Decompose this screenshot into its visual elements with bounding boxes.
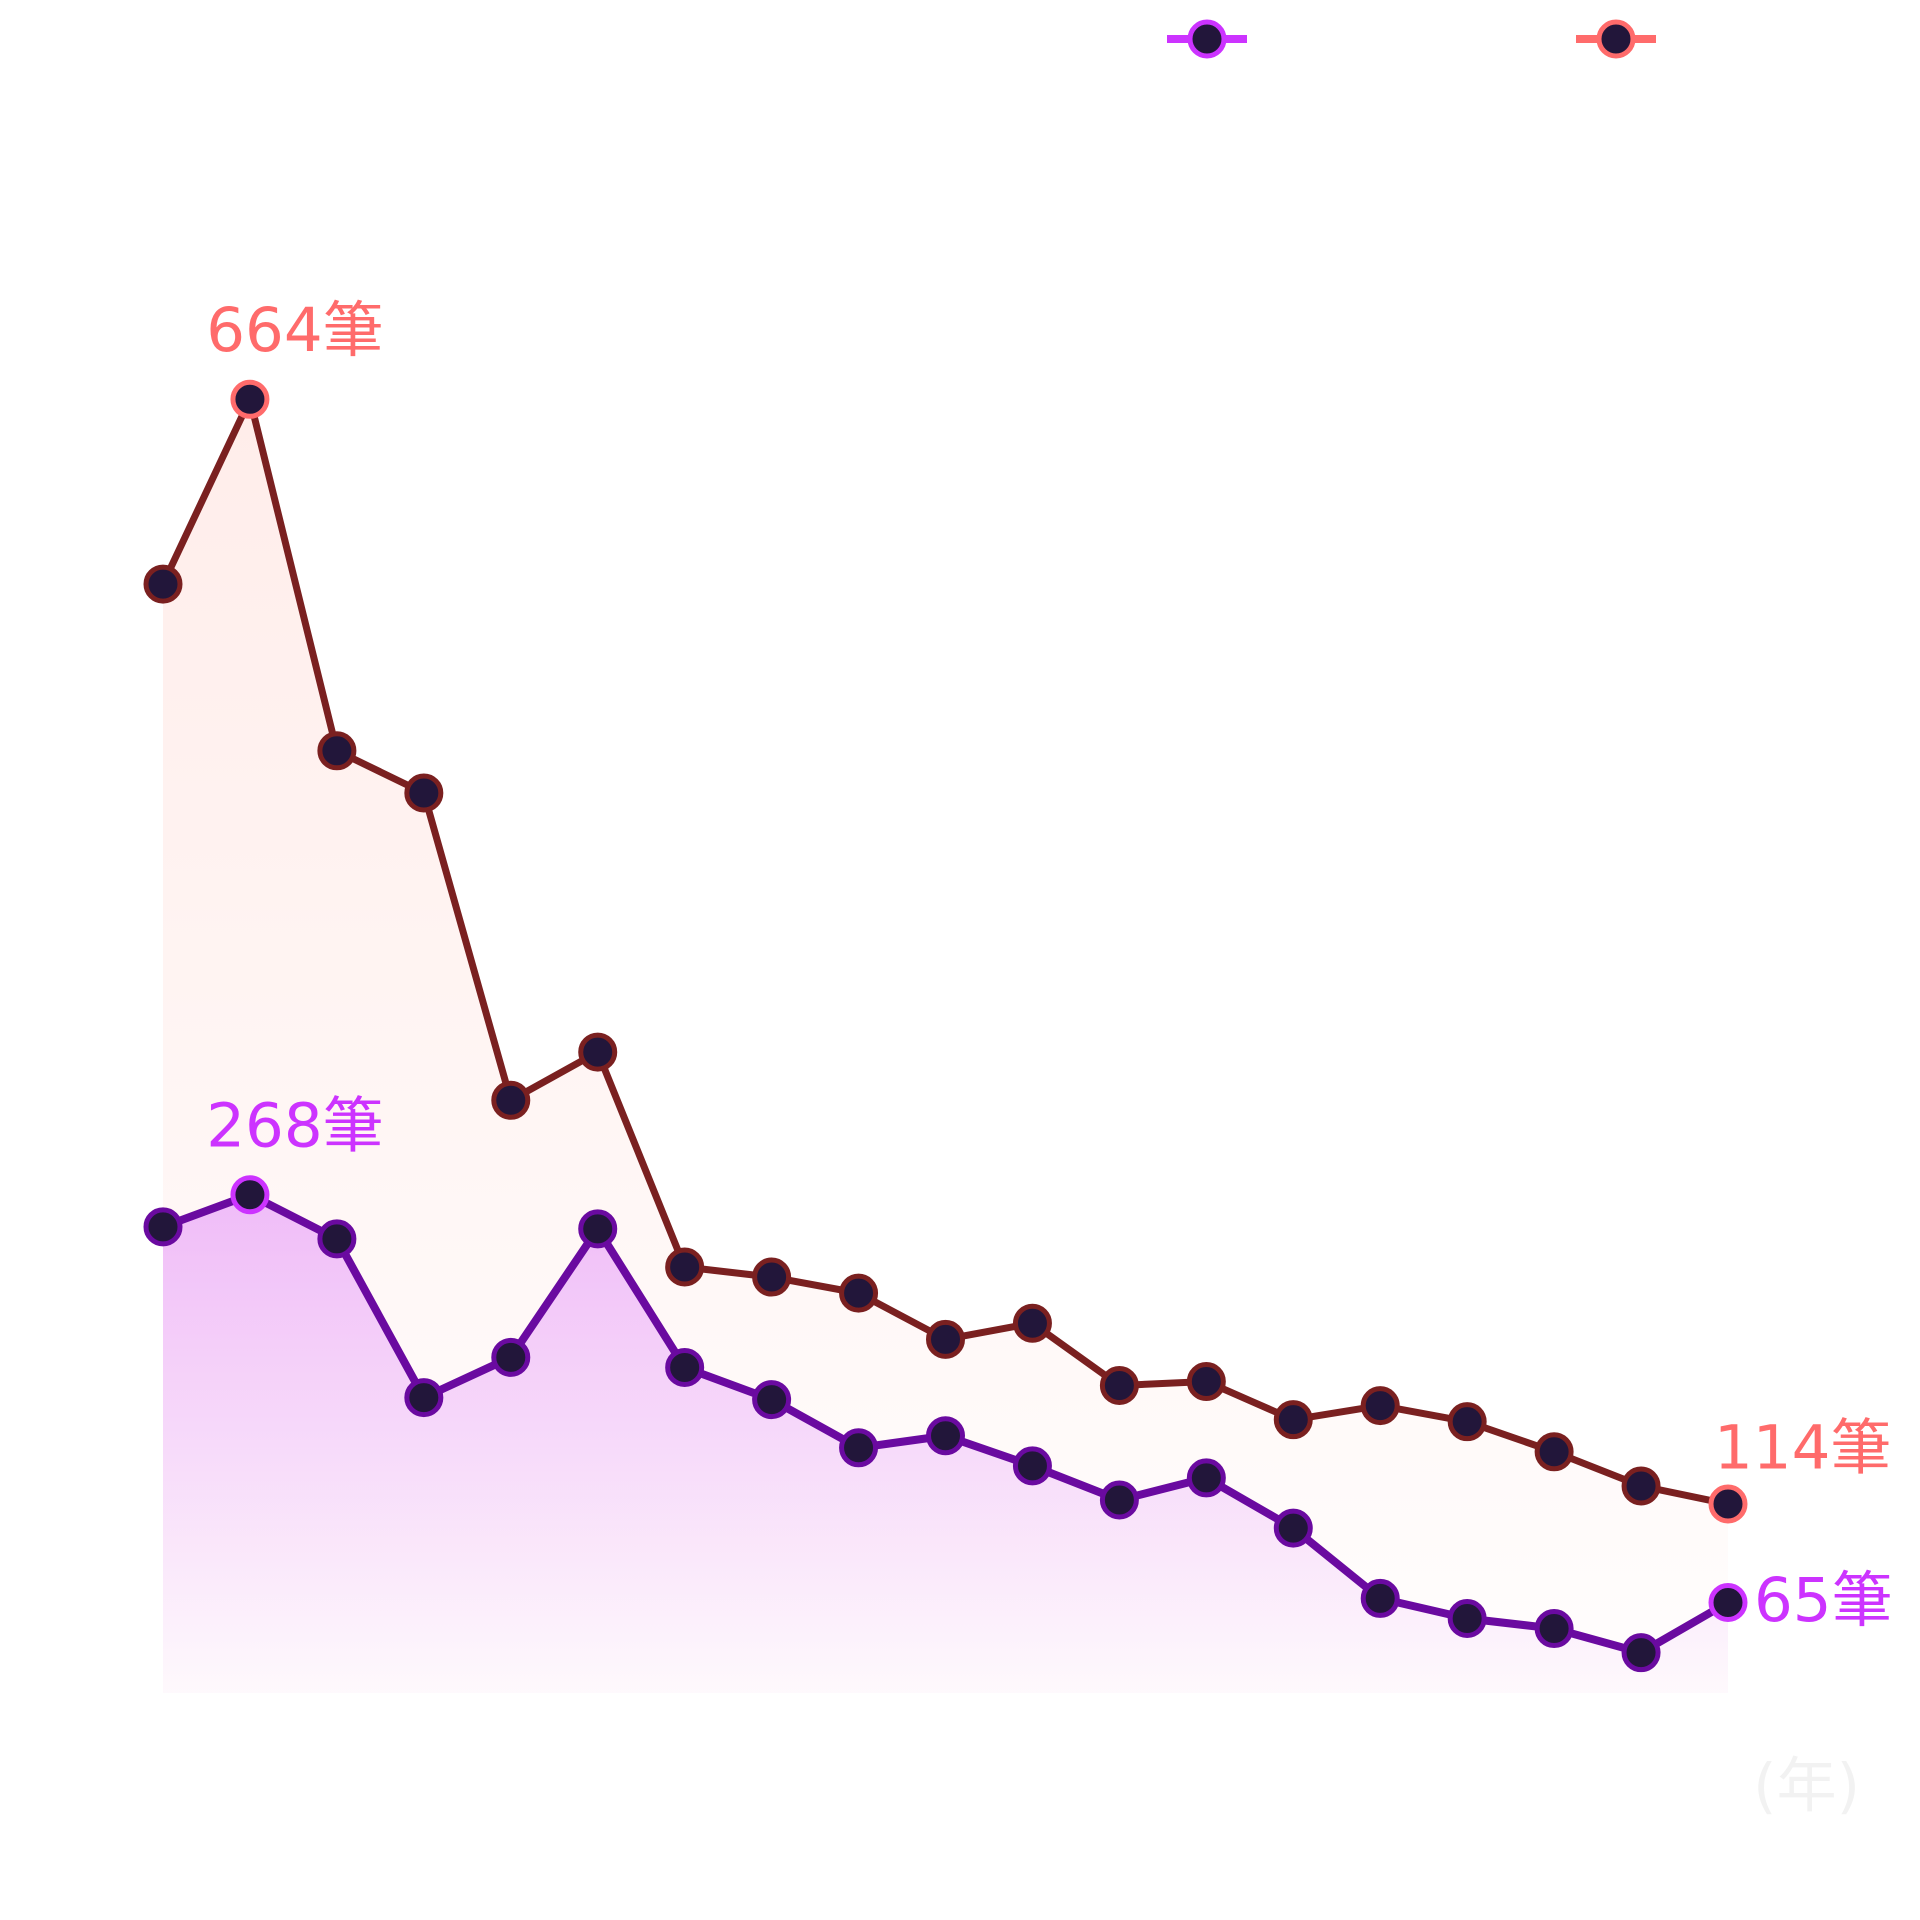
marker (1012, 1303, 1052, 1343)
marker (404, 1378, 444, 1418)
marker (317, 1219, 357, 1259)
marker (752, 1257, 792, 1297)
marker (752, 1380, 792, 1420)
marker (1186, 1362, 1226, 1401)
marker (926, 1319, 965, 1359)
marker (1534, 1609, 1574, 1649)
marker (404, 773, 444, 813)
value-label: 114筆 (1714, 1413, 1891, 1484)
marker (1708, 1582, 1748, 1622)
marker (1621, 1633, 1661, 1673)
marker (1012, 1446, 1052, 1486)
value-label: 268筆 (206, 1090, 383, 1161)
marker (317, 731, 357, 771)
marker (839, 1273, 879, 1313)
marker (665, 1247, 705, 1287)
marker (665, 1347, 705, 1387)
value-label: 664筆 (206, 295, 383, 366)
marker (578, 1032, 618, 1072)
marker (1099, 1366, 1139, 1406)
marker (1708, 1484, 1748, 1524)
marker (491, 1080, 531, 1120)
marker (1447, 1402, 1487, 1442)
marker (578, 1209, 618, 1249)
legend-marker (1596, 19, 1636, 59)
marker (491, 1337, 531, 1377)
marker (926, 1416, 965, 1456)
marker (1273, 1508, 1313, 1548)
marker (1360, 1578, 1400, 1618)
marker (1360, 1386, 1400, 1426)
marker (1186, 1458, 1226, 1498)
marker (839, 1428, 879, 1468)
marker (1621, 1466, 1661, 1506)
value-label: 65筆 (1754, 1565, 1893, 1636)
marker (230, 1175, 270, 1215)
marker (1099, 1480, 1139, 1520)
marker (1534, 1432, 1574, 1472)
marker (1273, 1400, 1313, 1440)
marker (143, 564, 183, 604)
marker (230, 379, 270, 419)
marker (1447, 1599, 1487, 1639)
legend-marker (1187, 19, 1227, 59)
x-axis-label: (年) (1753, 1752, 1860, 1822)
marker (143, 1207, 183, 1247)
